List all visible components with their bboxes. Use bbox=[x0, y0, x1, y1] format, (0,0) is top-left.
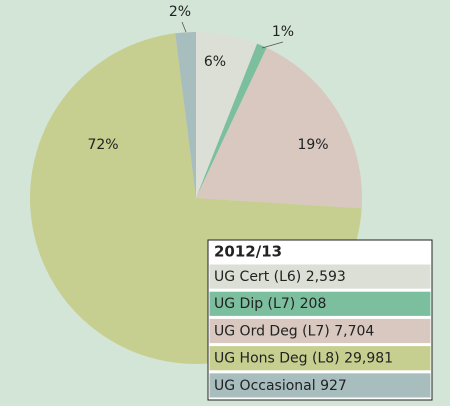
pie-slice bbox=[196, 47, 362, 209]
legend-swatch bbox=[208, 317, 432, 345]
legend-label: UG Ord Deg (L7) 7,704 bbox=[214, 323, 374, 339]
legend-label: UG Hons Deg (L8) 29,981 bbox=[214, 351, 393, 367]
leader-line bbox=[181, 21, 187, 33]
slice-label: 2% bbox=[169, 4, 191, 20]
slice-label: 72% bbox=[87, 137, 118, 153]
slice-label: 6% bbox=[204, 54, 226, 70]
legend-label: UG Dip (L7) 208 bbox=[214, 296, 326, 312]
legend-swatch bbox=[208, 290, 432, 317]
legend-swatch bbox=[208, 372, 432, 399]
legend-label: UG Cert (L6) 2,593 bbox=[214, 269, 346, 285]
leader-line bbox=[261, 41, 284, 49]
pie-slice bbox=[196, 43, 267, 198]
legend-label: UG Occasional 927 bbox=[214, 378, 347, 394]
slice-label: 19% bbox=[297, 137, 328, 153]
pie-slice bbox=[175, 32, 196, 198]
pie-slice bbox=[196, 32, 258, 198]
legend-title: 2012/13 bbox=[214, 243, 282, 261]
slice-label: 1% bbox=[272, 24, 294, 40]
legend-swatch bbox=[208, 263, 432, 290]
legend-swatch bbox=[208, 345, 432, 372]
